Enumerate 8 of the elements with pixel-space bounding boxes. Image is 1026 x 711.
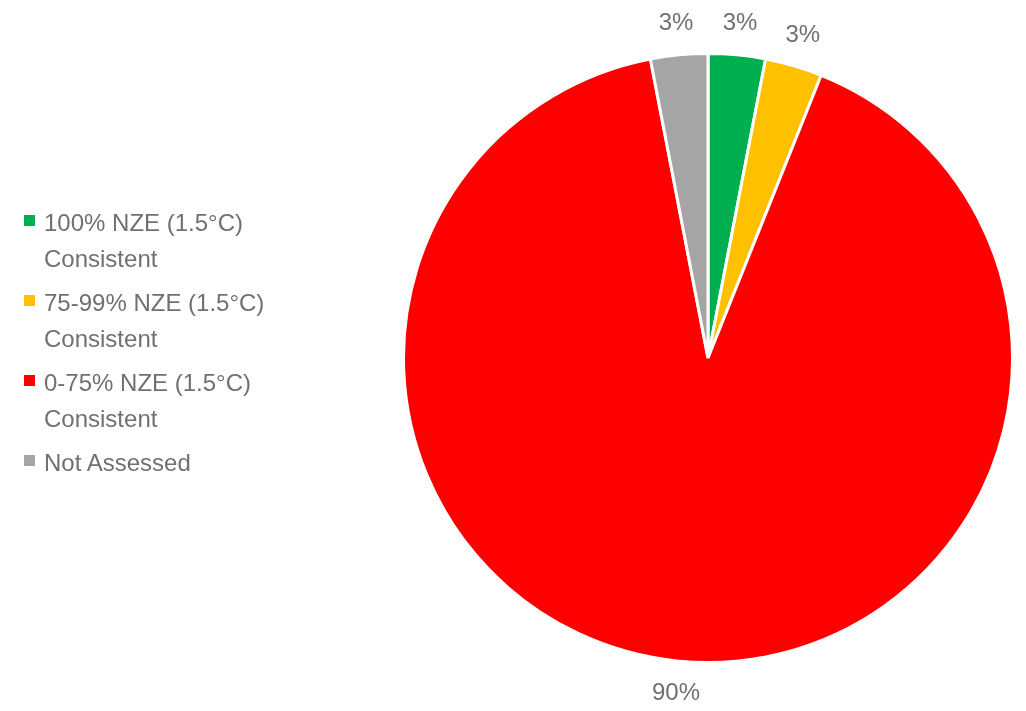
- legend-label: 0-75% NZE (1.5°C) Consistent: [44, 368, 252, 434]
- legend-label: 100% NZE (1.5°C) Consistent: [44, 208, 244, 274]
- legend-label: 75-99% NZE (1.5°C) Consistent: [44, 288, 266, 354]
- legend-label: Not Assessed: [44, 448, 192, 478]
- data-label: 3%: [785, 19, 821, 47]
- data-label: 3%: [722, 7, 758, 35]
- data-label: 3%: [658, 7, 694, 35]
- data-label: 90%: [651, 677, 701, 705]
